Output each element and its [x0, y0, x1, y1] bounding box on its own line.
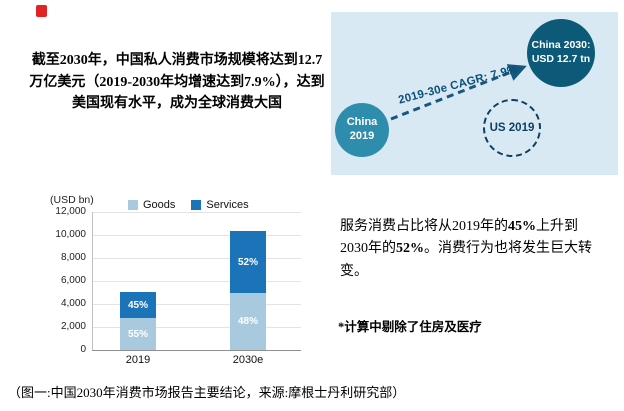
services-swatch-icon	[191, 200, 202, 210]
china-2019-bubble: China 2019	[335, 103, 389, 157]
china-2019-label-line2: 2019	[349, 130, 375, 142]
footnote: *计算中剔除了住房及医疗	[338, 320, 482, 334]
x-tick-2019: 2019	[125, 354, 151, 366]
y-axis-unit-label: (USD bn)	[50, 194, 94, 206]
china-2030-bubble: China 2030: USD 12.7 tn	[527, 19, 595, 87]
legend-label-services: Services	[206, 199, 249, 211]
bar-chart-plot: 45% 55% 52% 48% 2019 2030e	[92, 212, 301, 366]
legend-item-services: Services	[191, 199, 249, 211]
growth-diagram-panel: 2019-30e CAGR: 7.9% China 2019 China 203…	[331, 12, 618, 175]
intro-text: ），达到美国现有水平，成为全球消费大国	[72, 74, 325, 112]
intro-bold-cagr: 7.9%	[244, 74, 276, 90]
figure-caption: （图一:中国2030年消费市场报告主要结论，来源:摩根士丹利研究部）	[8, 385, 406, 400]
gridline	[93, 235, 301, 236]
us-2019-label: US 2019	[489, 122, 535, 134]
legend-item-goods: Goods	[128, 199, 175, 211]
intro-paragraph: 截至2030年，中国私人消费市场规模将达到12.7万亿美元（2019-2030年…	[28, 50, 326, 115]
goods-swatch-icon	[128, 200, 138, 210]
y-tick-label: 12,000	[55, 206, 86, 217]
china-2019-label-line1: China	[346, 116, 378, 129]
y-tick-label: 0	[80, 344, 86, 355]
services-text: 服务消费占比将从2019年的	[340, 219, 508, 234]
services-text: 上升到2030年的	[340, 219, 578, 257]
services-bold-52: 52%	[396, 241, 424, 257]
y-tick-label: 4,000	[60, 298, 86, 309]
y-tick-label: 6,000	[60, 275, 86, 286]
china-2030-label-line2: USD 12.7 tn	[531, 53, 591, 65]
gridline	[93, 258, 301, 259]
bar-segment-goods-2019: 55%	[120, 318, 156, 350]
bar-segment-goods-2030e: 48%	[230, 293, 266, 350]
y-tick-label: 8,000	[60, 252, 86, 263]
gridline	[93, 304, 301, 305]
services-text: 。消费行为也将发生巨大转变。	[340, 241, 592, 279]
red-logo-icon	[36, 5, 47, 17]
china-2030-label-line1: China 2030:	[531, 39, 591, 52]
bar-segment-services-2019: 45%	[120, 292, 156, 318]
x-tick-2030e: 2030e	[232, 354, 264, 366]
legend-label-goods: Goods	[143, 199, 176, 211]
bar-2030e: 52% 48%	[230, 231, 266, 350]
gridline	[93, 327, 301, 328]
us-2019-bubble: US 2019	[483, 99, 541, 157]
services-paragraph: 服务消费占比将从2019年的45%上升到2030年的52%。消费行为也将发生巨大…	[340, 216, 592, 283]
bar-2019: 45% 55%	[120, 292, 156, 350]
bar-segment-services-2030e: 52%	[230, 231, 266, 293]
services-bold-45: 45%	[508, 219, 536, 234]
chart-legend: Goods Services	[128, 199, 249, 211]
intro-bold-value: 12.7万亿美元	[29, 53, 323, 90]
gridline	[93, 212, 301, 213]
intro-text: （2019-2030年均增速达到	[85, 74, 245, 90]
y-tick-label: 2,000	[60, 321, 86, 332]
y-axis-ticks: 0 2,000 4,000 6,000 8,000 10,000 12,000	[34, 206, 86, 355]
gridline	[93, 281, 301, 282]
y-tick-label: 10,000	[55, 229, 86, 240]
intro-text: 截至2030年，中国私人消费市场规模将达到	[31, 53, 298, 68]
